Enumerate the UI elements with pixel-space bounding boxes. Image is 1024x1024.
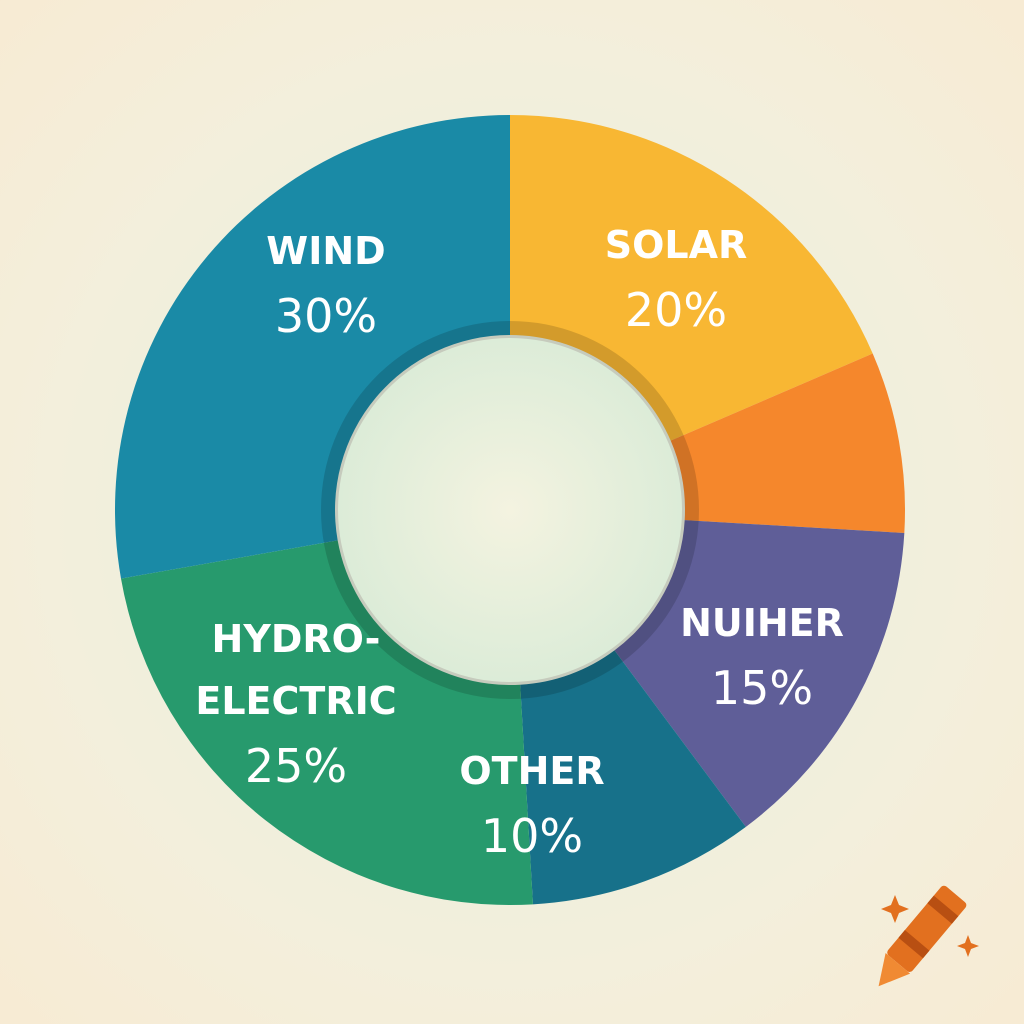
- donut-slice: [670, 353, 905, 533]
- donut-slice: [121, 540, 533, 905]
- slice-label: SOLAR: [605, 223, 748, 267]
- donut: [114, 115, 905, 905]
- slice-label: OTHER: [459, 749, 604, 793]
- slice-label: NUIHER: [680, 601, 844, 645]
- value-label: 20%: [625, 283, 727, 337]
- donut-slice: [614, 520, 905, 827]
- value-label: 30%: [275, 289, 377, 343]
- crayon-icon: [878, 885, 967, 987]
- value-label: 15%: [711, 661, 813, 715]
- sparkle: [957, 935, 979, 957]
- sparkle: [881, 895, 909, 923]
- value-label: 10%: [481, 809, 583, 863]
- donut-slice: [520, 650, 746, 905]
- slice-label: HYDRO- ELECTRIC: [195, 617, 396, 723]
- labels: SOLAR 20% NUIHER 15% OTHER 10% HYDRO- ELECTRIC 2…: [195, 223, 844, 863]
- label-line: ELECTRIC: [195, 679, 396, 723]
- donut-slice: [510, 115, 873, 441]
- label-line: OTHER: [459, 749, 604, 793]
- inner-shadow-ring: [321, 321, 699, 699]
- label-line: WIND: [266, 229, 385, 273]
- donut-hole: [338, 338, 682, 682]
- slice-label: WIND: [266, 229, 385, 273]
- value-label: 25%: [245, 739, 347, 793]
- donut-slice: [114, 115, 510, 579]
- label-line: SOLAR: [605, 223, 748, 267]
- label-line: HYDRO-: [212, 617, 381, 661]
- label-line: NUIHER: [680, 601, 844, 645]
